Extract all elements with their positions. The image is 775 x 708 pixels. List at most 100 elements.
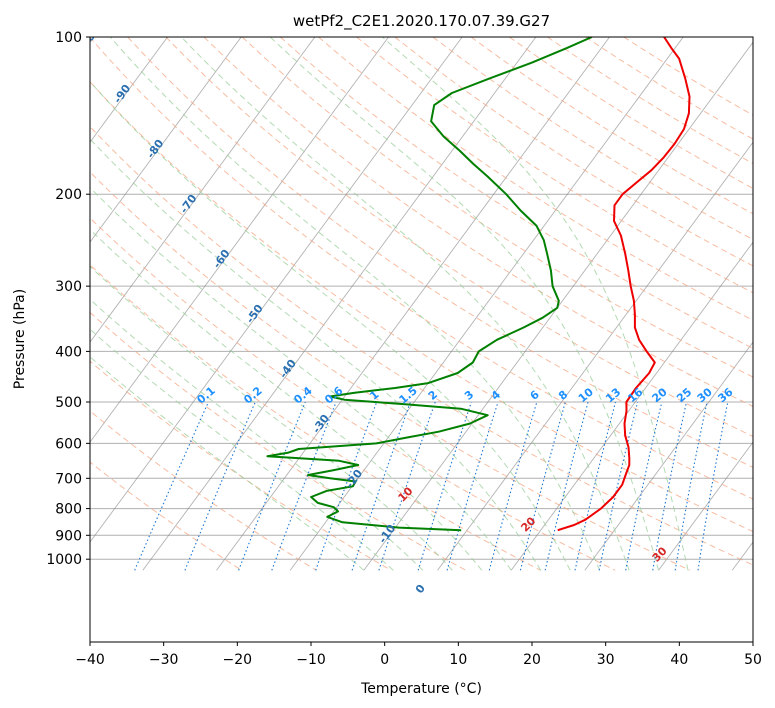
moist-adiabat-line: [269, 37, 660, 571]
y-tick-label: 1000: [46, 552, 82, 568]
x-tick-label: 10: [449, 652, 467, 668]
y-tick-label: 100: [55, 30, 82, 46]
theta-label: 20: [518, 514, 538, 534]
dry-adiabat-line: [90, 410, 317, 571]
isotherm-line: [90, 37, 242, 243]
moist-adiabat-line: [90, 80, 571, 571]
mixing-ratio-line: [184, 401, 256, 571]
dry-adiabat-line: [470, 37, 753, 215]
mixing-ratio-line: [598, 401, 639, 571]
dry-adiabat-line: [623, 37, 753, 116]
mixing-ratio-line: [519, 401, 566, 571]
isotherm-label: 0: [413, 582, 428, 596]
y-tick-label: 600: [55, 436, 82, 452]
dry-adiabat-line: [90, 311, 467, 571]
x-tick-label: 40: [670, 652, 688, 668]
mixing-ratio-label: 3: [462, 388, 476, 403]
y-tick-label: 900: [55, 528, 82, 544]
dry-adiabat-line: [90, 217, 616, 571]
isotherm-line: [658, 441, 753, 571]
x-tick-label: 20: [523, 652, 541, 668]
mixing-ratio-line: [544, 401, 589, 571]
mixing-ratio-label: 0.1: [195, 384, 218, 406]
mixing-ratio-line: [351, 401, 411, 571]
isotherm-label: -30: [310, 412, 332, 436]
mixing-ratio-line: [697, 401, 729, 571]
isotherm-line: [437, 141, 753, 571]
isotherm-label: -40: [277, 357, 299, 381]
isotherm-line: [142, 37, 537, 571]
y-tick-label: 200: [55, 187, 82, 203]
mixing-ratio-line: [574, 401, 617, 571]
isotherm-line: [731, 541, 753, 571]
dry-adiabat-line: [585, 37, 753, 140]
theta-label: 30: [650, 544, 670, 564]
isotherm-line: [90, 37, 463, 543]
chart-title: wetPf2_C2E1.2020.170.07.39.G27: [293, 12, 550, 31]
y-tick-label: 500: [55, 395, 82, 411]
moist-adiabat-line: [90, 356, 365, 571]
y-tick-label: 800: [55, 502, 82, 518]
dry-adiabat-line: [241, 37, 753, 378]
mixing-ratio-label: 0.6: [322, 384, 346, 407]
data-layer: [266, 37, 691, 532]
dry-adiabat-line: [90, 264, 541, 571]
grid-layer: [90, 37, 753, 571]
moist-adiabat-line: [90, 265, 453, 571]
mixing-ratio-line: [315, 401, 378, 571]
mixing-ratio-label: 0.2: [241, 384, 264, 406]
mixing-ratio-label: 4: [489, 388, 503, 403]
isotherm-line: [90, 37, 316, 343]
dry-adiabat-line: [127, 37, 753, 468]
mixing-ratio-line: [625, 401, 663, 571]
isotherm-label: -50: [244, 302, 266, 326]
isotherm-label: -90: [111, 82, 133, 106]
dewpoint-line: [266, 37, 593, 532]
dry-adiabat-line: [90, 37, 753, 500]
mixing-ratio-line: [378, 401, 436, 571]
y-axis: 100 200 300 400 500 600 700 800 900 1000: [46, 30, 90, 568]
mixing-ratio-label: 8: [556, 388, 570, 403]
temperature-line: [557, 37, 691, 532]
isotherm-line: [90, 37, 389, 443]
isotherm-line: [90, 37, 168, 143]
mixing-ratio-line: [674, 401, 708, 571]
mixing-ratio-label: 0.4: [291, 384, 315, 407]
moist-adiabat-line: [381, 37, 689, 571]
dry-adiabat-line: [547, 37, 753, 165]
mixing-ratio-line: [134, 401, 209, 571]
moist-adiabat-line: [90, 298, 424, 571]
dry-adiabat-line: [90, 171, 691, 571]
isotherm-line: [510, 241, 753, 571]
dry-adiabat-line: [279, 37, 753, 349]
isotherm-line: [216, 37, 610, 571]
x-tick-label: −40: [75, 652, 105, 668]
label-layer: 0.1 0.2 0.4 0.6 1 1.5 2 3 4 6 8 10 13 16 20 25 30 36-100-…: [90, 37, 736, 596]
y-tick-label: 700: [55, 471, 82, 487]
isotherm-line: [289, 37, 684, 571]
dry-adiabat-line: [90, 461, 242, 571]
x-tick-label: 0: [380, 652, 389, 668]
x-axis-label: Temperature (°C): [360, 681, 482, 697]
isotherm-label: -60: [210, 247, 232, 271]
moist-adiabat-line: [181, 37, 630, 571]
y-axis-label: Pressure (hPa): [12, 289, 28, 389]
x-axis: −40 −30 −20 −10 0 10 20 30 40 50: [75, 642, 762, 668]
y-tick-label: 300: [55, 279, 82, 295]
isotherm-line: [363, 41, 753, 571]
dry-adiabat-line: [432, 37, 753, 241]
y-tick-label: 400: [55, 344, 82, 360]
isotherm-line: [584, 341, 753, 571]
dry-adiabat-line: [90, 81, 753, 533]
x-tick-label: −10: [296, 652, 326, 668]
x-tick-label: 30: [597, 652, 615, 668]
x-tick-label: 50: [744, 652, 762, 668]
mixing-ratio-label: 6: [528, 388, 542, 403]
x-tick-label: −20: [223, 652, 253, 668]
moist-adiabat-line: [90, 328, 394, 571]
mixing-ratio-line: [652, 401, 688, 571]
dry-adiabat-line: [318, 37, 753, 321]
dry-adiabat-line: [356, 37, 753, 294]
theta-label: 10: [396, 484, 416, 504]
